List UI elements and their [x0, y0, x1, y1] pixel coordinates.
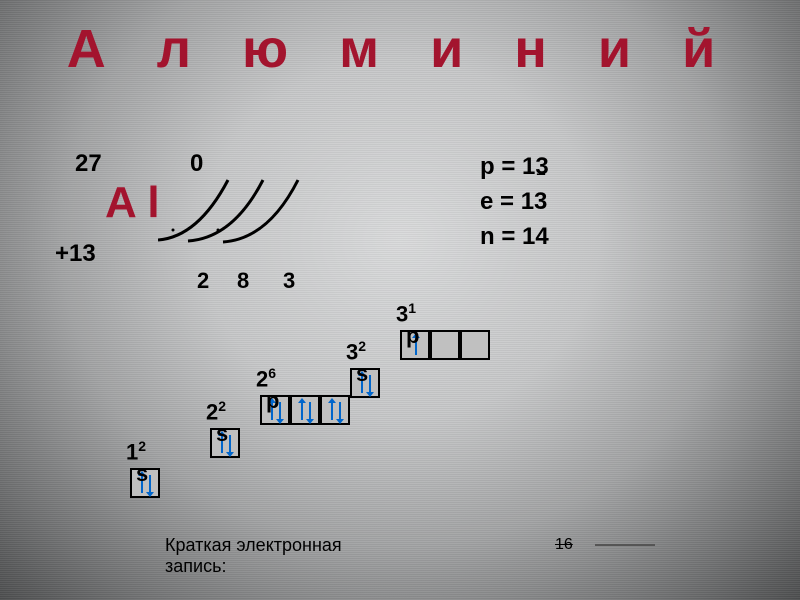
- page-number: 16: [555, 536, 573, 554]
- orbital-letter-o3p: p: [406, 323, 419, 349]
- atomic-number: +13: [55, 240, 96, 268]
- caption: Краткая электронная запись:: [165, 535, 395, 577]
- electron-count: e = 13: [480, 185, 547, 220]
- shell-3: 3: [283, 268, 295, 294]
- element-symbol: A l: [105, 178, 160, 228]
- orbital-box: [460, 330, 490, 360]
- orbital-box: [430, 330, 460, 360]
- page-title: А л ю м и н и й: [0, 18, 800, 80]
- shell-1: 2: [197, 268, 209, 294]
- charge-top: 0: [190, 150, 203, 178]
- orbital-letter-o2p: p: [266, 388, 279, 414]
- neutron-count: n = 14: [480, 220, 549, 255]
- mass-number: 27: [75, 150, 102, 178]
- shell-2: 8: [237, 268, 249, 294]
- orbital-box: [290, 395, 320, 425]
- line-decor-1: [595, 544, 655, 546]
- orbital-letter-o1s: s: [136, 461, 148, 487]
- orbital-letter-o2s: s: [216, 421, 228, 447]
- orbital-letter-o3s: s: [356, 361, 368, 387]
- orbital-box: [320, 395, 350, 425]
- shell-arcs: [158, 175, 358, 265]
